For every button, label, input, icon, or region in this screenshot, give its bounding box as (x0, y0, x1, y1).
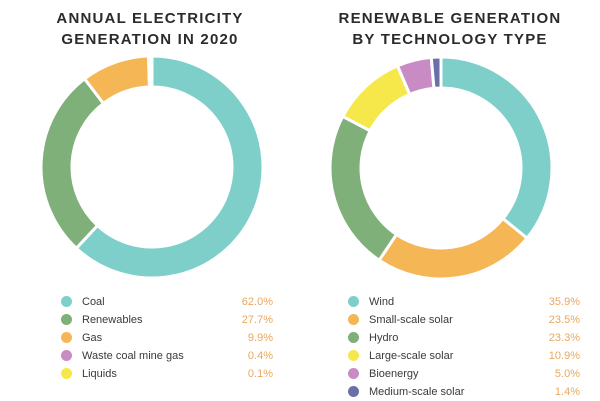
legend-percentage: 10.9% (548, 350, 580, 362)
electricity-generation-panel: ANNUAL ELECTRICITY GENERATION IN 2020 Co… (0, 8, 300, 383)
legend-item-liquids: Liquids 0.1% (61, 365, 273, 383)
legend-item-large-scale-solar: Large-scale solar 10.9% (348, 347, 580, 365)
legend-item-hydro: Hydro 23.3% (348, 329, 580, 347)
legend-label: Large-scale solar (369, 350, 454, 362)
legend-swatch (61, 368, 72, 379)
donut-slice-small-scale-solar (377, 216, 530, 281)
legend-label: Bioenergy (369, 368, 419, 380)
donut-slice-hydro (328, 114, 399, 263)
legend-percentage: 27.7% (241, 314, 273, 326)
legend-label: Wind (369, 296, 395, 308)
legend-percentage: 62.0% (241, 296, 273, 308)
legend-swatch (348, 296, 359, 307)
chart-title-line-1: ANNUAL ELECTRICITY (56, 10, 244, 27)
donut-slice-coal (74, 54, 265, 280)
donut-slice-renewables (39, 76, 106, 251)
chart-title-line-2: GENERATION IN 2020 (61, 31, 239, 48)
legend-item-renewables: Renewables 27.7% (61, 311, 273, 329)
chart-title-line-2: BY TECHNOLOGY TYPE (352, 31, 548, 48)
legend-item-wind: Wind 35.9% (348, 293, 580, 311)
chart-title: ANNUAL ELECTRICITY GENERATION IN 2020 (0, 8, 300, 50)
legend-swatch (348, 350, 359, 361)
electricity-generation-legend: Coal 62.0% Renewables 27.7% Gas 9.9% Waste coa… (61, 293, 273, 383)
legend-percentage: 23.3% (548, 332, 580, 344)
legend-percentage: 9.9% (247, 332, 273, 344)
legend-item-coal: Coal 62.0% (61, 293, 273, 311)
legend-label: Medium-scale solar (369, 386, 465, 398)
renewable-generation-legend: Wind 35.9% Small-scale solar 23.5% Hydro 23.3… (348, 293, 580, 401)
legend-percentage: 35.9% (548, 296, 580, 308)
chart-title-line-1: RENEWABLE GENERATION (338, 10, 562, 27)
legend-item-small-scale-solar: Small-scale solar 23.5% (348, 311, 580, 329)
chart-title: RENEWABLE GENERATION BY TECHNOLOGY TYPE (300, 8, 600, 50)
legend-item-medium-scale-solar: Medium-scale solar 1.4% (348, 383, 580, 401)
legend-item-bioenergy: Bioenergy 5.0% (348, 365, 580, 383)
legend-percentage: 1.4% (554, 386, 580, 398)
electricity-generation-donut (39, 54, 265, 280)
legend-swatch (348, 314, 359, 325)
legend-item-waste-coal-mine-gas: Waste coal mine gas 0.4% (61, 347, 273, 365)
legend-swatch (61, 296, 72, 307)
donut-slice-wind (439, 55, 554, 241)
donut-slice-medium-scale-solar (429, 55, 443, 90)
legend-swatch (61, 350, 72, 361)
legend-label: Hydro (369, 332, 399, 344)
legend-label: Gas (82, 332, 103, 344)
legend-percentage: 23.5% (548, 314, 580, 326)
legend-label: Liquids (82, 368, 117, 380)
legend-label: Renewables (82, 314, 143, 326)
legend-percentage: 0.4% (247, 350, 273, 362)
renewable-generation-donut (328, 55, 554, 281)
legend-swatch (61, 314, 72, 325)
legend-swatch (348, 386, 359, 397)
legend-item-gas: Gas 9.9% (61, 329, 273, 347)
legend-label: Small-scale solar (369, 314, 453, 326)
renewable-generation-panel: RENEWABLE GENERATION BY TECHNOLOGY TYPE … (300, 0, 600, 401)
legend-swatch (348, 368, 359, 379)
donut-slice-large-scale-solar (340, 63, 412, 133)
donut-slice-liquids (149, 54, 154, 89)
legend-percentage: 0.1% (247, 368, 273, 380)
legend-swatch (348, 332, 359, 343)
legend-label: Waste coal mine gas (82, 350, 184, 362)
legend-label: Coal (82, 296, 105, 308)
legend-swatch (61, 332, 72, 343)
legend-percentage: 5.0% (554, 368, 580, 380)
